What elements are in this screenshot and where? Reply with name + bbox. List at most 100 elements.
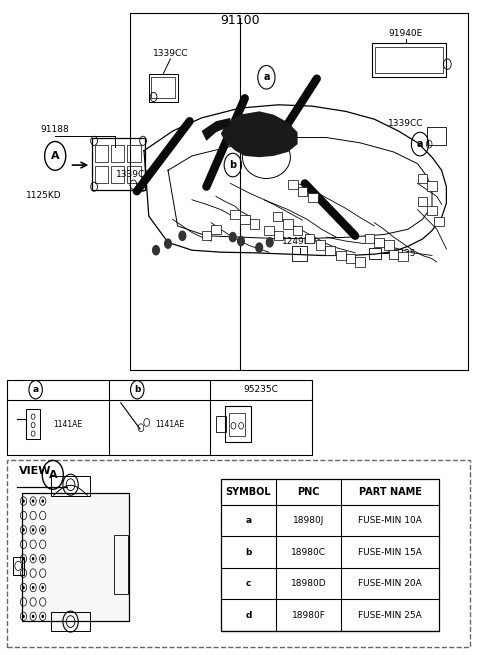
Bar bbox=[398, 252, 408, 261]
Bar bbox=[26, 409, 40, 439]
Bar bbox=[22, 493, 129, 621]
Bar bbox=[216, 416, 226, 432]
Text: 18980C: 18980C bbox=[291, 548, 326, 557]
Text: 1339CC: 1339CC bbox=[116, 170, 151, 179]
Circle shape bbox=[41, 586, 44, 590]
Bar bbox=[240, 215, 250, 224]
Bar bbox=[7, 460, 470, 647]
Circle shape bbox=[22, 614, 25, 618]
Bar bbox=[355, 257, 365, 267]
Bar bbox=[225, 406, 251, 442]
Circle shape bbox=[41, 528, 44, 532]
Bar bbox=[130, 13, 468, 370]
Bar bbox=[418, 197, 427, 206]
Text: a: a bbox=[33, 385, 39, 394]
Bar bbox=[211, 225, 221, 234]
Circle shape bbox=[41, 557, 44, 561]
Bar bbox=[293, 226, 302, 235]
Bar bbox=[111, 166, 124, 183]
Text: 91100: 91100 bbox=[220, 14, 260, 28]
Bar bbox=[369, 248, 381, 259]
Bar bbox=[336, 251, 346, 260]
Bar bbox=[111, 145, 124, 162]
Bar bbox=[288, 180, 298, 189]
Circle shape bbox=[32, 528, 35, 532]
Text: SYMBOL: SYMBOL bbox=[226, 487, 271, 497]
Circle shape bbox=[41, 614, 44, 618]
Text: d: d bbox=[245, 610, 252, 620]
Text: 95225: 95225 bbox=[388, 249, 416, 258]
Text: a: a bbox=[263, 72, 270, 83]
Bar bbox=[375, 47, 443, 73]
Bar bbox=[7, 380, 312, 455]
Bar bbox=[427, 206, 437, 215]
Text: b: b bbox=[229, 160, 236, 170]
Bar bbox=[149, 74, 178, 102]
Circle shape bbox=[229, 233, 236, 242]
Circle shape bbox=[165, 239, 171, 248]
Bar bbox=[427, 181, 437, 191]
Bar bbox=[372, 43, 446, 77]
Bar bbox=[418, 174, 427, 183]
Text: FUSE-MIN 25A: FUSE-MIN 25A bbox=[358, 610, 422, 620]
Bar bbox=[114, 535, 128, 594]
Text: 1339CC: 1339CC bbox=[388, 119, 423, 128]
Circle shape bbox=[32, 557, 35, 561]
Text: 91940E: 91940E bbox=[388, 29, 423, 38]
Bar bbox=[228, 413, 245, 436]
Bar bbox=[51, 612, 90, 631]
Text: FUSE-MIN 10A: FUSE-MIN 10A bbox=[358, 516, 422, 525]
Bar bbox=[250, 219, 259, 229]
Text: A: A bbox=[51, 151, 60, 161]
Text: A: A bbox=[48, 470, 57, 480]
Polygon shape bbox=[202, 118, 230, 141]
Bar bbox=[305, 234, 314, 243]
Bar bbox=[325, 246, 335, 255]
Bar bbox=[365, 234, 374, 243]
Bar bbox=[95, 166, 108, 183]
Circle shape bbox=[153, 246, 159, 255]
Circle shape bbox=[22, 557, 25, 561]
Text: FUSE-MIN 15A: FUSE-MIN 15A bbox=[358, 548, 422, 557]
Text: PART NAME: PART NAME bbox=[359, 487, 421, 497]
Bar bbox=[384, 240, 394, 250]
Bar bbox=[308, 193, 318, 202]
Text: 18980D: 18980D bbox=[290, 579, 326, 588]
Text: VIEW: VIEW bbox=[19, 466, 52, 476]
Circle shape bbox=[238, 236, 244, 246]
Text: 1141AE: 1141AE bbox=[155, 420, 184, 429]
Text: PNC: PNC bbox=[297, 487, 320, 497]
Bar bbox=[374, 238, 384, 247]
Bar bbox=[292, 246, 307, 261]
Bar bbox=[202, 231, 211, 240]
Text: 18980F: 18980F bbox=[291, 610, 325, 620]
Polygon shape bbox=[221, 111, 298, 157]
Bar bbox=[264, 226, 274, 235]
Bar bbox=[346, 254, 355, 263]
Bar bbox=[95, 145, 108, 162]
Text: a: a bbox=[417, 139, 423, 149]
Circle shape bbox=[32, 614, 35, 618]
Text: b: b bbox=[134, 385, 141, 394]
Bar bbox=[316, 240, 325, 250]
Text: b: b bbox=[245, 548, 252, 557]
Circle shape bbox=[22, 499, 25, 503]
Text: FUSE-MIN 20A: FUSE-MIN 20A bbox=[358, 579, 422, 588]
Text: 1249ED: 1249ED bbox=[282, 237, 318, 246]
Bar bbox=[298, 187, 307, 196]
Text: 18980J: 18980J bbox=[293, 516, 324, 525]
Circle shape bbox=[22, 528, 25, 532]
Bar bbox=[389, 250, 398, 259]
Text: 91188: 91188 bbox=[41, 125, 70, 134]
Text: a: a bbox=[245, 516, 252, 525]
Bar bbox=[51, 476, 90, 496]
Text: 1339CC: 1339CC bbox=[153, 48, 188, 58]
Bar bbox=[127, 145, 141, 162]
Text: 95235C: 95235C bbox=[244, 385, 278, 394]
Circle shape bbox=[256, 243, 263, 252]
Text: 1141AE: 1141AE bbox=[54, 420, 83, 429]
Bar bbox=[221, 479, 439, 631]
Text: 1125KD: 1125KD bbox=[26, 191, 62, 200]
Circle shape bbox=[179, 231, 186, 240]
Bar bbox=[230, 210, 240, 219]
